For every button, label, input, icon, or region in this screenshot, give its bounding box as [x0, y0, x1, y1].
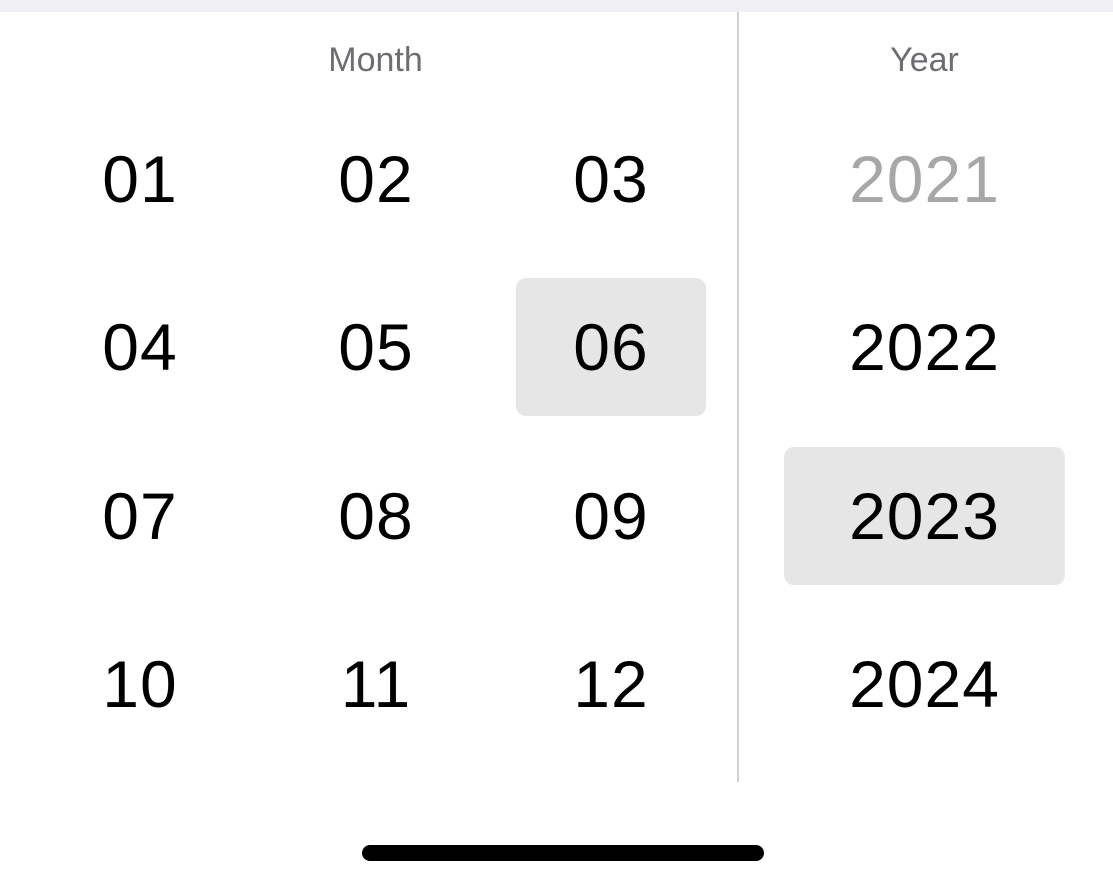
year-option-2023[interactable]: 2023	[784, 447, 1065, 585]
month-header: Month	[328, 41, 423, 79]
month-option-10[interactable]: 10	[102, 647, 178, 721]
year-option-2021[interactable]: 2021	[849, 142, 1000, 216]
month-option-03[interactable]: 03	[573, 142, 649, 216]
month-option-08[interactable]: 08	[338, 479, 414, 553]
top-bar	[0, 0, 1113, 12]
month-option-01[interactable]: 01	[102, 142, 178, 216]
month-option-11[interactable]: 11	[340, 647, 412, 721]
month-option-07[interactable]: 07	[102, 479, 178, 553]
month-option-12[interactable]: 12	[573, 647, 649, 721]
year-option-2024[interactable]: 2024	[849, 647, 1000, 721]
year-option-2022[interactable]: 2022	[849, 310, 1000, 384]
month-option-09[interactable]: 09	[573, 479, 649, 553]
column-divider	[737, 12, 739, 782]
month-option-06[interactable]: 06	[516, 278, 706, 416]
home-indicator	[362, 845, 764, 861]
month-option-04[interactable]: 04	[102, 310, 178, 384]
month-option-05[interactable]: 05	[338, 310, 414, 384]
month-option-02[interactable]: 02	[338, 142, 414, 216]
year-header: Year	[890, 41, 959, 79]
